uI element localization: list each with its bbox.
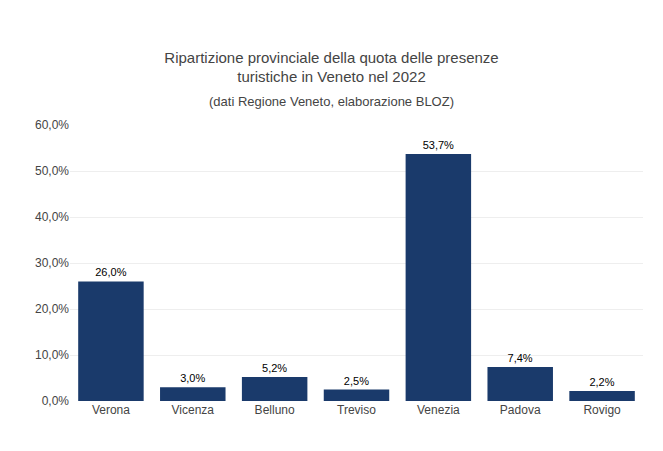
svg-text:3,0%: 3,0% — [180, 372, 205, 384]
svg-text:60,0%: 60,0% — [35, 118, 69, 132]
svg-text:0,0%: 0,0% — [42, 394, 70, 408]
svg-text:Vicenza: Vicenza — [172, 403, 215, 417]
svg-text:26,0%: 26,0% — [95, 266, 126, 278]
svg-text:Ripartizione provinciale della: Ripartizione provinciale della quota del… — [164, 49, 498, 86]
svg-text:Belluno: Belluno — [255, 403, 295, 417]
svg-text:5,2%: 5,2% — [262, 362, 287, 374]
svg-text:2,2%: 2,2% — [589, 376, 614, 388]
svg-text:(dati Regione Veneto, elaboraz: (dati Regione Veneto, elaborazione BLOZ) — [209, 94, 454, 109]
svg-text:Treviso: Treviso — [337, 403, 376, 417]
svg-text:Verona: Verona — [92, 403, 130, 417]
svg-text:Venezia: Venezia — [417, 403, 460, 417]
svg-text:7,4%: 7,4% — [508, 352, 533, 364]
svg-text:20,0%: 20,0% — [35, 302, 69, 316]
svg-text:50,0%: 50,0% — [35, 164, 69, 178]
svg-text:30,0%: 30,0% — [35, 256, 69, 270]
svg-text:40,0%: 40,0% — [35, 210, 69, 224]
svg-text:10,0%: 10,0% — [35, 348, 69, 362]
svg-text:Padova: Padova — [500, 403, 541, 417]
svg-text:2,5%: 2,5% — [344, 375, 369, 387]
svg-text:53,7%: 53,7% — [423, 139, 454, 151]
svg-text:Rovigo: Rovigo — [583, 403, 621, 417]
